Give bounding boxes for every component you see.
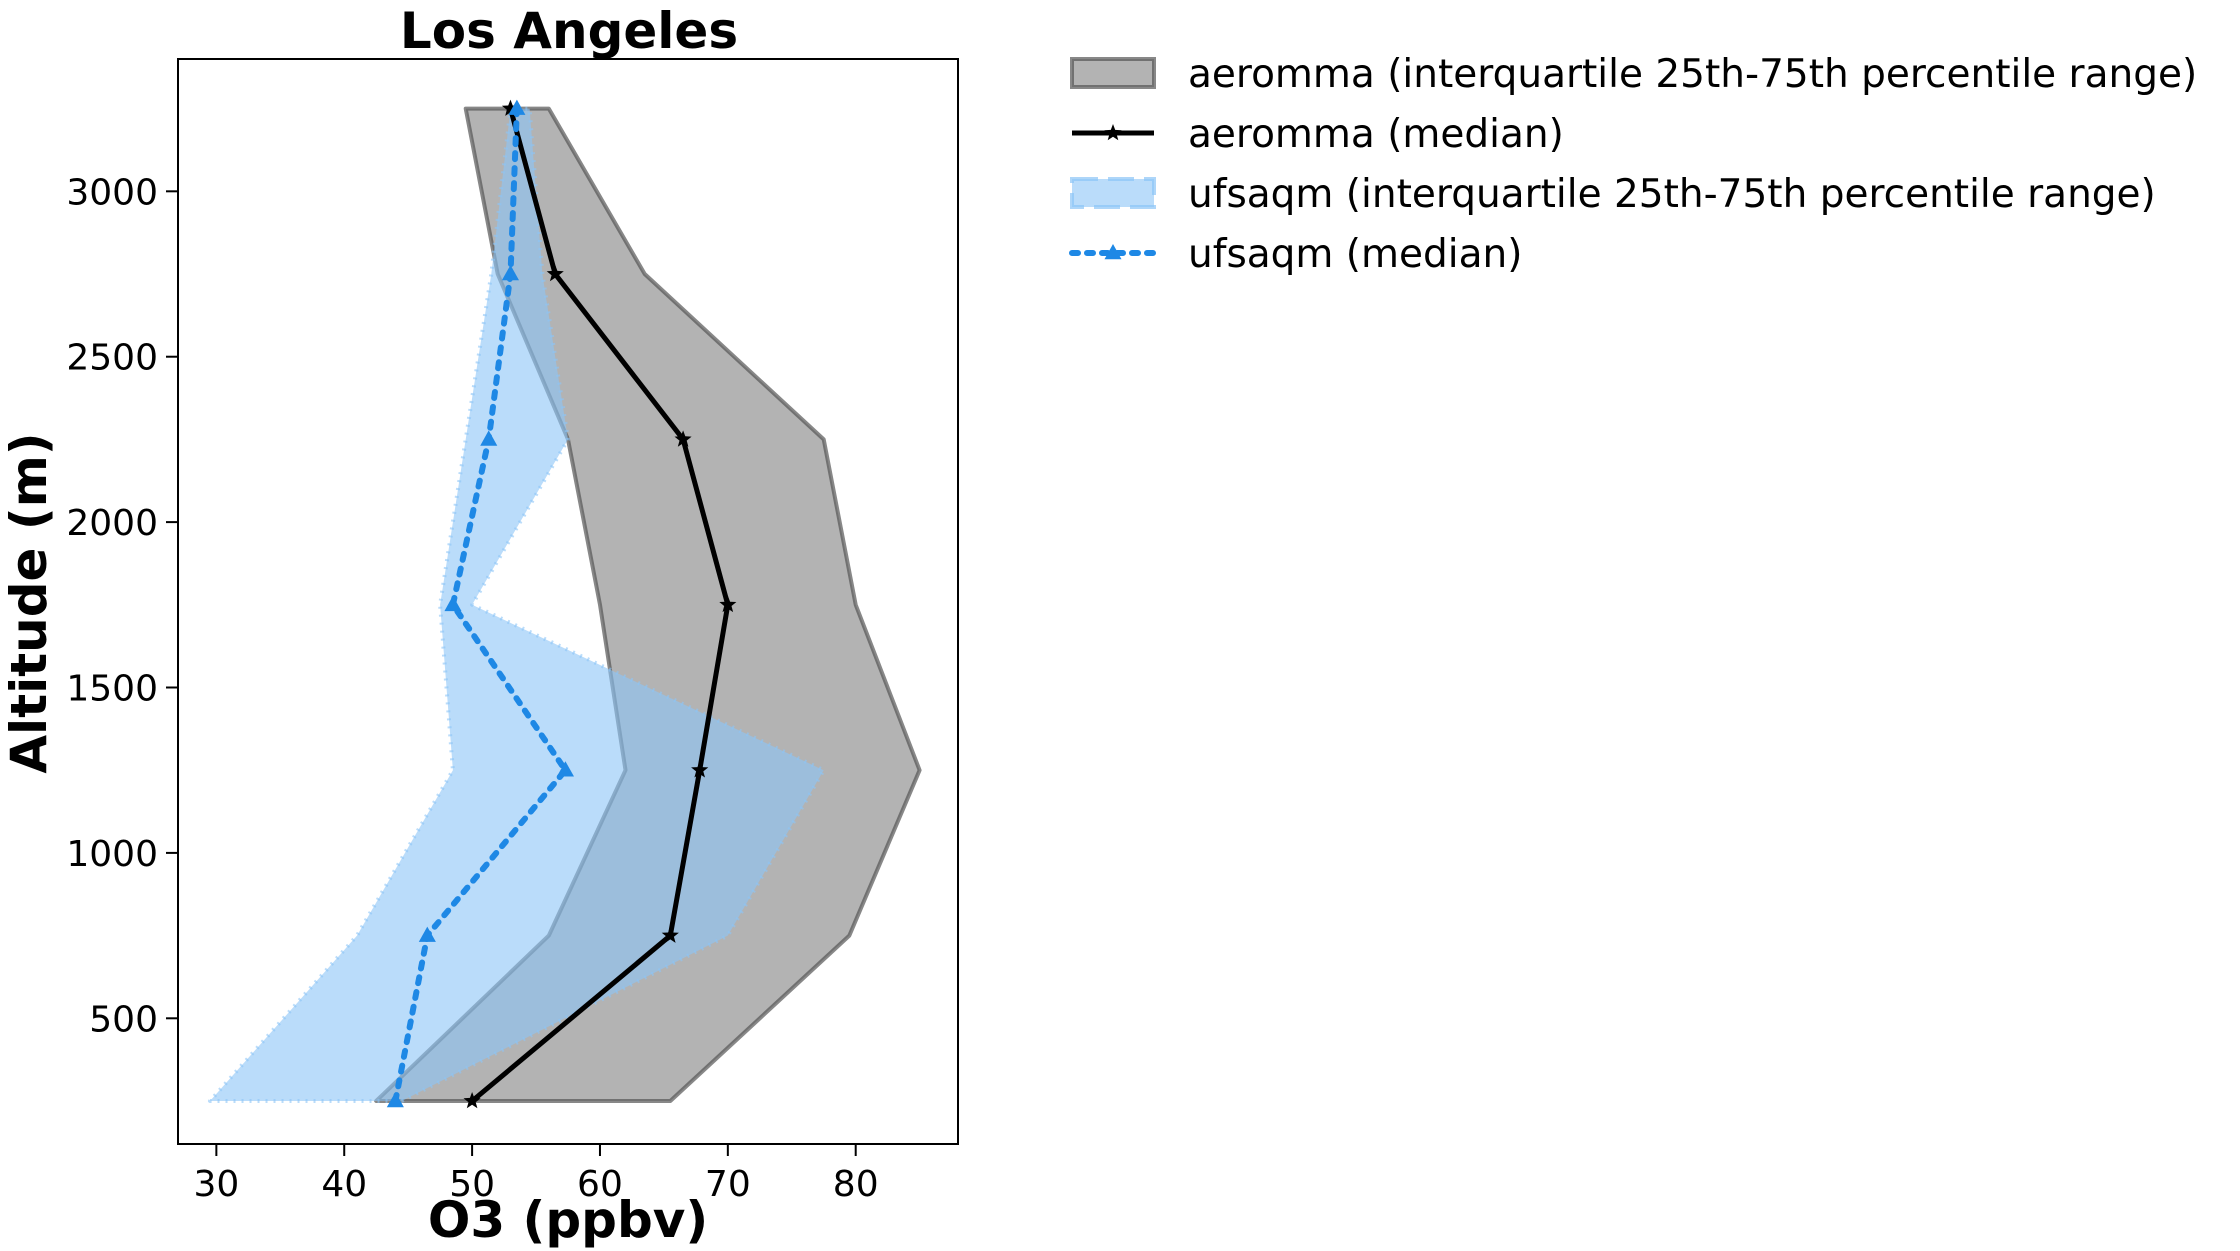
plot-frame [177, 58, 959, 1145]
x-tick-label: 80 [833, 1164, 879, 1205]
aeromma-median-point [463, 1092, 481, 1109]
x-tick-label: 50 [449, 1164, 495, 1205]
aeromma-median-point [691, 761, 709, 778]
legend-entry-label: aeromma (median) [1188, 112, 1564, 157]
y-axis: 500 1000 1500 2000 2500 3000 [66, 172, 178, 1040]
y-axis-label: Altitude (m) [0, 432, 58, 773]
aeromma-median-point [719, 595, 737, 613]
legend: aeromma (interquartile 25th-75th percent… [1069, 52, 2197, 277]
y-tick-label: 1000 [66, 834, 158, 875]
aeromma-median-point [661, 926, 679, 943]
aeromma-band-swatch [1070, 57, 1156, 89]
ufsaqm-median-point [418, 926, 436, 942]
legend-entry-label: ufsaqm (interquartile 25th-75th percenti… [1188, 172, 2156, 217]
ufsaqm-median-point [556, 761, 574, 777]
x-tick-label: 40 [321, 1164, 367, 1205]
legend-entry-label: aeromma (interquartile 25th-75th percent… [1188, 52, 2197, 97]
y-tick-label: 1500 [66, 669, 158, 710]
ufsaqm-median-point [480, 430, 498, 446]
aeromma-legend-marker [1104, 124, 1122, 141]
aeromma-median-point [546, 265, 564, 282]
ufsaqm-median-point [501, 265, 519, 281]
y-tick-label: 2000 [66, 503, 158, 544]
plot-area [208, 99, 922, 1109]
x-axis-label: O3 (ppbv) [428, 1191, 708, 1249]
ufsaqm-median-point [444, 595, 462, 612]
aeromma-median-point [674, 430, 692, 447]
y-tick-label: 500 [89, 999, 158, 1040]
y-tick-label: 2500 [66, 338, 158, 379]
ufsaqm-band-swatch [1070, 177, 1156, 209]
x-tick-label: 30 [193, 1164, 239, 1205]
ufsaqm-legend-marker [1104, 244, 1122, 260]
x-axis: 30 40 50 60 70 80 [193, 1144, 879, 1205]
legend-entry-label: ufsaqm (median) [1188, 232, 1522, 277]
ufsaqm-median-point [386, 1092, 404, 1108]
y-tick-label: 3000 [66, 172, 158, 213]
x-tick-label: 60 [577, 1164, 623, 1205]
x-tick-label: 70 [705, 1164, 751, 1205]
aeromma-median-point [501, 99, 519, 116]
ufsaqm-median-point [508, 99, 526, 115]
chart-title: Los Angeles [400, 2, 738, 60]
